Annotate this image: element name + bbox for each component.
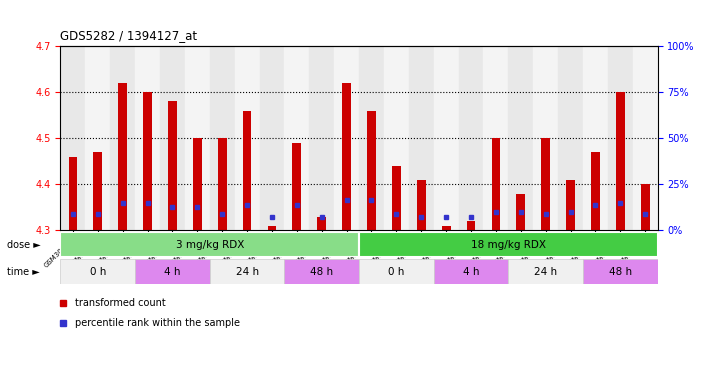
Text: 48 h: 48 h (310, 266, 333, 277)
Bar (392, 166, 401, 230)
Bar (93, 152, 102, 230)
Text: dose ►: dose ► (7, 240, 41, 250)
Bar (210, 46, 235, 230)
Text: 24 h: 24 h (534, 266, 557, 277)
Bar (616, 92, 625, 230)
Bar (367, 111, 376, 230)
Bar (218, 138, 227, 230)
Bar (558, 46, 583, 230)
Bar (185, 46, 210, 230)
Bar (242, 111, 252, 230)
Bar (309, 46, 334, 230)
Bar (267, 226, 277, 230)
Bar (633, 46, 658, 230)
Text: time ►: time ► (7, 266, 40, 277)
Bar (210, 259, 284, 284)
Bar (359, 46, 384, 230)
Text: 0 h: 0 h (90, 266, 106, 277)
Bar (284, 46, 309, 230)
Bar (442, 226, 451, 230)
Bar (193, 138, 202, 230)
Text: 48 h: 48 h (609, 266, 632, 277)
Bar (459, 46, 483, 230)
Bar (235, 46, 260, 230)
Text: 4 h: 4 h (164, 266, 181, 277)
Text: 0 h: 0 h (388, 266, 405, 277)
Bar (60, 46, 85, 230)
Bar (583, 259, 658, 284)
Bar (583, 46, 608, 230)
Text: GDS5282 / 1394127_at: GDS5282 / 1394127_at (60, 29, 198, 42)
Bar (491, 138, 501, 230)
Bar (60, 232, 359, 257)
Text: 3 mg/kg RDX: 3 mg/kg RDX (176, 240, 244, 250)
Bar (168, 101, 177, 230)
Text: 24 h: 24 h (235, 266, 259, 277)
Bar (110, 46, 135, 230)
Bar (508, 259, 583, 284)
Bar (135, 259, 210, 284)
Bar (508, 46, 533, 230)
Bar (359, 232, 658, 257)
Text: transformed count: transformed count (75, 298, 166, 308)
Bar (641, 184, 650, 230)
Bar (566, 180, 575, 230)
Bar (384, 46, 409, 230)
Bar (317, 217, 326, 230)
Bar (591, 152, 600, 230)
Bar (284, 259, 359, 284)
Bar (68, 157, 77, 230)
Text: 4 h: 4 h (463, 266, 479, 277)
Bar (533, 46, 558, 230)
Bar (292, 143, 301, 230)
Bar (608, 46, 633, 230)
Bar (260, 46, 284, 230)
Bar (434, 46, 459, 230)
Bar (135, 46, 160, 230)
Text: 18 mg/kg RDX: 18 mg/kg RDX (471, 240, 546, 250)
Bar (483, 46, 508, 230)
Text: percentile rank within the sample: percentile rank within the sample (75, 318, 240, 328)
Bar (60, 259, 135, 284)
Bar (143, 92, 152, 230)
Bar (118, 83, 127, 230)
Bar (85, 46, 110, 230)
Bar (342, 83, 351, 230)
Bar (466, 221, 476, 230)
Bar (541, 138, 550, 230)
Bar (334, 46, 359, 230)
Bar (359, 259, 434, 284)
Bar (409, 46, 434, 230)
Bar (516, 194, 525, 230)
Bar (434, 259, 508, 284)
Bar (160, 46, 185, 230)
Bar (417, 180, 426, 230)
